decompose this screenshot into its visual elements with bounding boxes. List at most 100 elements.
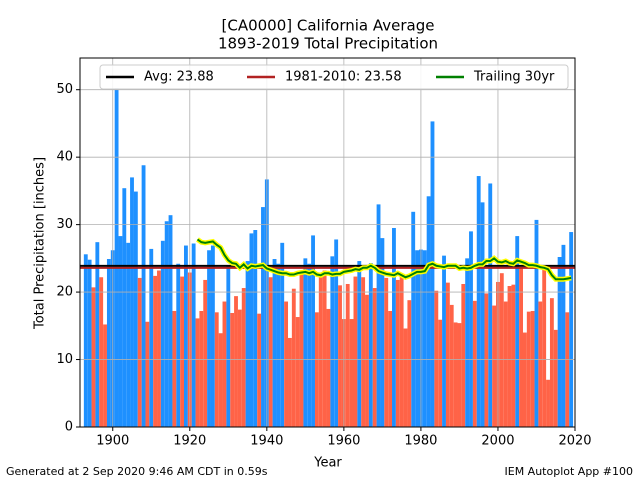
bar <box>230 312 235 427</box>
bar <box>280 242 285 427</box>
bar <box>395 279 400 427</box>
bar <box>114 88 119 427</box>
legend-box <box>99 64 569 90</box>
bar <box>322 270 327 427</box>
bar <box>515 236 520 427</box>
bar <box>380 238 385 427</box>
bar <box>499 273 504 427</box>
y-tick-label: 20 <box>56 285 73 300</box>
bar <box>546 379 550 427</box>
bar <box>449 304 454 427</box>
bar <box>295 317 300 427</box>
bar <box>376 204 381 427</box>
bar <box>476 176 481 427</box>
x-tick-label: 1900 <box>96 434 129 449</box>
bar <box>207 250 211 427</box>
bar <box>299 273 304 427</box>
bar <box>157 270 161 427</box>
bar <box>234 296 238 427</box>
x-tick-label: 1980 <box>404 434 437 449</box>
y-tick-label: 50 <box>56 82 73 97</box>
bar <box>126 242 131 427</box>
bar <box>291 288 296 427</box>
bar <box>199 310 204 427</box>
bar <box>106 259 111 427</box>
bar <box>268 277 273 427</box>
bar <box>184 245 188 427</box>
bar <box>526 311 531 427</box>
x-tick-label: 2000 <box>481 434 514 449</box>
bar <box>172 310 177 427</box>
bar <box>365 294 369 427</box>
bar <box>392 227 396 427</box>
bar <box>245 261 250 427</box>
bar <box>284 301 289 427</box>
bar <box>288 337 292 427</box>
bar <box>442 255 446 427</box>
bar <box>372 288 377 427</box>
footer-right: IEM Autoplot App #100 <box>505 465 634 478</box>
bar <box>318 274 323 427</box>
bar <box>180 276 185 427</box>
bar <box>214 312 219 427</box>
bar <box>426 196 431 427</box>
bar <box>83 254 88 427</box>
bar <box>130 177 134 427</box>
bar <box>357 261 362 427</box>
bar <box>149 248 154 427</box>
bar <box>522 332 527 427</box>
bar <box>253 230 258 427</box>
bar <box>203 279 208 427</box>
plot-frame <box>79 57 576 428</box>
bar <box>272 259 277 427</box>
bar <box>553 329 558 427</box>
bar <box>95 242 100 427</box>
bar <box>388 310 393 427</box>
chart-title: [CA0000] California Average <box>222 17 435 35</box>
x-tick-label: 2020 <box>558 434 591 449</box>
bar <box>164 221 169 427</box>
bar <box>338 285 342 427</box>
bar <box>326 308 331 427</box>
bar <box>249 233 254 427</box>
bar <box>384 277 389 427</box>
bar <box>345 283 350 427</box>
bar <box>153 275 158 427</box>
bar <box>549 298 554 427</box>
y-tick-label: 10 <box>56 352 73 367</box>
bar <box>569 232 574 427</box>
bar <box>445 282 450 427</box>
bar <box>430 121 435 428</box>
bar <box>303 258 308 427</box>
x-tick-label: 1960 <box>327 434 360 449</box>
bar <box>403 328 408 427</box>
bar <box>557 257 562 427</box>
bar <box>565 312 570 427</box>
legend-label: 1981-2010: 23.58 <box>285 70 402 85</box>
bar <box>145 321 150 427</box>
bar <box>399 276 404 427</box>
bar <box>492 305 497 427</box>
bar <box>210 245 215 427</box>
bar <box>237 309 242 427</box>
bar <box>257 313 262 427</box>
bar <box>195 318 200 427</box>
y-axis-label: Total Precipitation [inches] <box>33 157 48 330</box>
bar <box>141 165 146 428</box>
bar <box>137 277 142 427</box>
bar <box>480 202 485 427</box>
bar <box>361 277 366 427</box>
bar <box>276 263 281 427</box>
bar <box>534 219 539 427</box>
y-tick-label: 0 <box>65 420 73 435</box>
bar <box>222 301 227 427</box>
bar <box>411 211 416 427</box>
bar <box>330 256 335 427</box>
bar <box>561 244 566 427</box>
bar <box>422 250 427 427</box>
legend-label: Avg: 23.88 <box>144 70 214 85</box>
bar <box>469 231 473 427</box>
bar <box>461 283 466 427</box>
bar <box>542 268 547 427</box>
bar <box>511 284 516 427</box>
